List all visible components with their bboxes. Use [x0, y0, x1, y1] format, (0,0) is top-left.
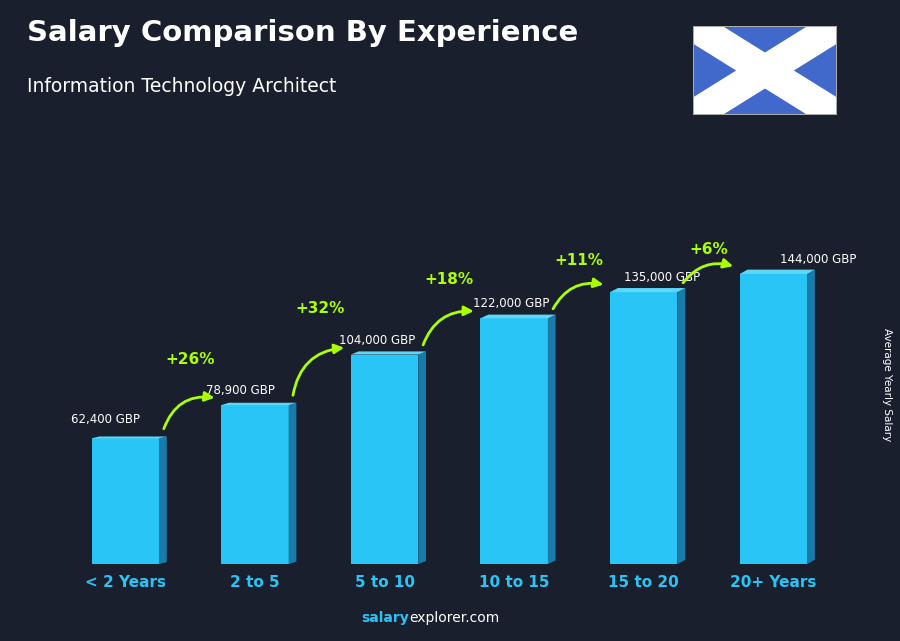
Text: 144,000 GBP: 144,000 GBP	[780, 253, 856, 266]
Bar	[740, 274, 807, 564]
Text: 104,000 GBP: 104,000 GBP	[339, 333, 416, 347]
Polygon shape	[159, 437, 166, 564]
Text: Information Technology Architect: Information Technology Architect	[27, 77, 337, 96]
Bar	[351, 354, 418, 564]
Text: salary: salary	[362, 611, 410, 625]
Polygon shape	[678, 288, 685, 564]
Text: 62,400 GBP: 62,400 GBP	[71, 413, 140, 426]
Text: Salary Comparison By Experience: Salary Comparison By Experience	[27, 19, 578, 47]
Polygon shape	[351, 351, 426, 354]
Bar	[92, 438, 159, 564]
Text: 78,900 GBP: 78,900 GBP	[206, 384, 274, 397]
Text: +18%: +18%	[425, 272, 474, 287]
Text: +6%: +6%	[689, 242, 728, 257]
Polygon shape	[807, 270, 815, 564]
Polygon shape	[92, 437, 166, 438]
Polygon shape	[221, 403, 296, 405]
Polygon shape	[548, 315, 555, 564]
Bar	[610, 292, 678, 564]
Polygon shape	[289, 403, 296, 564]
Polygon shape	[418, 351, 426, 564]
Polygon shape	[481, 315, 555, 319]
Text: explorer.com: explorer.com	[410, 611, 500, 625]
Polygon shape	[740, 270, 814, 274]
Text: 135,000 GBP: 135,000 GBP	[625, 271, 700, 284]
Bar	[481, 319, 548, 564]
Text: Average Yearly Salary: Average Yearly Salary	[881, 328, 892, 441]
Polygon shape	[610, 288, 685, 292]
Text: +26%: +26%	[166, 352, 215, 367]
Text: +32%: +32%	[295, 301, 345, 316]
Text: 122,000 GBP: 122,000 GBP	[472, 297, 549, 310]
Text: +11%: +11%	[554, 253, 604, 268]
Bar	[221, 405, 289, 564]
